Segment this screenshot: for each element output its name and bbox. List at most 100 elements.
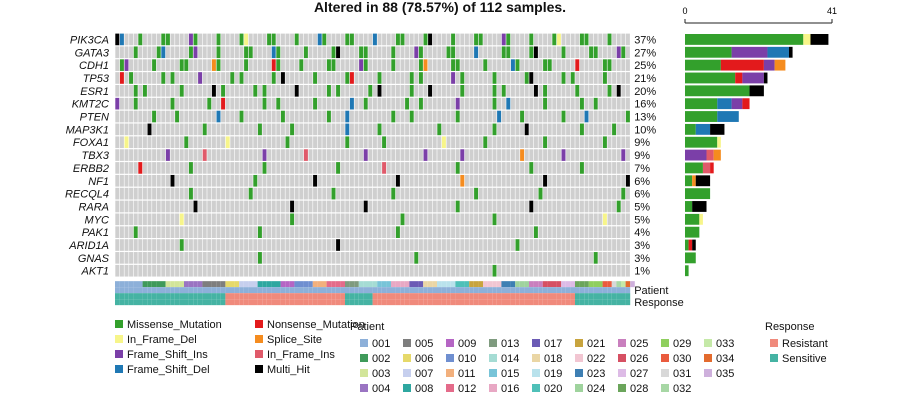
matrix-cell-empty (336, 187, 341, 200)
matrix-cell-empty (234, 97, 239, 110)
matrix-cell-empty (621, 97, 626, 110)
patient-annotation-cell (478, 281, 483, 288)
matrix-cell-empty (326, 174, 331, 187)
matrix-cell-empty (147, 264, 152, 277)
matrix-cell-empty (225, 123, 230, 136)
matrix-cell-empty (515, 33, 520, 46)
patient-legend-swatch (661, 369, 669, 377)
matrix-cell-empty (533, 149, 538, 161)
matrix-cell-empty (248, 97, 253, 110)
matrix-cell-empty (552, 85, 557, 97)
matrix-cell-empty (533, 200, 538, 213)
matrix-cell-empty (175, 97, 180, 110)
matrix-cell-empty (253, 33, 258, 46)
matrix-cell-empty (382, 149, 387, 161)
matrix-cell-empty (566, 97, 571, 110)
matrix-cell-empty (474, 239, 479, 251)
matrix-cell-empty (441, 85, 446, 97)
patient-annotation-cell (533, 281, 539, 288)
matrix-cell-empty (575, 187, 580, 200)
matrix-cell-empty (538, 46, 543, 59)
matrix-cell-empty (152, 239, 157, 251)
patient-annotation-cell (386, 281, 391, 288)
matrix-cell-empty (225, 239, 230, 251)
matrix-cell-empty (391, 264, 396, 277)
mutation-cell-missense-mutation (363, 46, 368, 59)
patient-annotation-cell (427, 287, 433, 294)
mutation-cell-multi-hit (529, 72, 534, 84)
matrix-cell-empty (257, 59, 262, 71)
matrix-cell-empty (589, 33, 594, 46)
mutation-cell-missense-mutation (455, 200, 460, 213)
matrix-cell-empty (280, 97, 285, 110)
matrix-cell-empty (510, 200, 515, 213)
matrix-cell-empty (326, 123, 331, 136)
matrix-cell-empty (198, 110, 203, 123)
matrix-cell-empty (354, 59, 359, 71)
matrix-cell-empty (322, 149, 327, 161)
matrix-cell-empty (405, 59, 410, 71)
matrix-cell-empty (262, 136, 267, 149)
patient-legend-swatch (360, 384, 368, 392)
matrix-cell-empty (354, 97, 359, 110)
patient-annotation-cell (552, 281, 557, 288)
gene-bar-segment-multi-hit (695, 175, 711, 187)
matrix-cell-empty (313, 136, 318, 149)
matrix-cell-empty (363, 110, 368, 123)
mutation-cell-in-frame-del (244, 33, 249, 46)
mutation-cell-in-frame-del (124, 136, 129, 149)
patient-annotation-cell (354, 281, 359, 288)
matrix-cell-empty (556, 187, 561, 200)
matrix-cell-empty (359, 72, 364, 84)
matrix-cell-empty (170, 123, 175, 136)
patient-legend-label: 019 (544, 368, 562, 380)
patient-annotation-cell (308, 287, 313, 294)
matrix-cell-empty (372, 59, 377, 71)
matrix-cell-empty (285, 264, 290, 277)
matrix-cell-empty (437, 162, 442, 174)
matrix-cell-empty (515, 264, 520, 277)
matrix-cell-empty (520, 200, 525, 213)
matrix-cell-empty (506, 226, 511, 238)
matrix-cell-empty (188, 110, 193, 123)
matrix-cell-empty (524, 162, 529, 174)
matrix-cell-empty (524, 264, 529, 277)
matrix-cell-empty (133, 252, 138, 264)
response-annotation-cell (115, 299, 120, 306)
matrix-cell-empty (129, 85, 134, 97)
gene-label-myc: MYC (85, 214, 110, 226)
matrix-cell-empty (147, 110, 152, 123)
matrix-cell-empty (469, 136, 474, 149)
matrix-cell-empty (395, 239, 400, 251)
matrix-cell-empty (211, 264, 216, 277)
matrix-cell-empty (538, 239, 543, 251)
matrix-cell-empty (589, 59, 594, 71)
patient-annotation-cell (326, 281, 332, 288)
matrix-cell-empty (497, 33, 502, 46)
matrix-cell-empty (598, 97, 603, 110)
matrix-cell-empty (175, 162, 180, 174)
mutation-cell-missense-mutation (262, 97, 267, 110)
matrix-cell-empty (625, 46, 630, 59)
matrix-cell-empty (267, 72, 272, 84)
matrix-cell-empty (239, 252, 244, 264)
matrix-cell-empty (570, 239, 575, 251)
matrix-cell-empty (607, 252, 612, 264)
matrix-cell-empty (230, 110, 235, 123)
matrix-cell-empty (487, 239, 492, 251)
matrix-cell-empty (317, 46, 322, 59)
matrix-cell-empty (271, 174, 276, 187)
patient-annotation-cell (170, 281, 175, 288)
matrix-cell-empty (446, 162, 451, 174)
patient-annotation-cell (280, 281, 286, 288)
matrix-cell-empty (340, 85, 345, 97)
matrix-cell-empty (520, 226, 525, 238)
matrix-cell-empty (510, 33, 515, 46)
matrix-cell-empty (377, 136, 382, 149)
matrix-cell-empty (437, 226, 442, 238)
matrix-cell-empty (115, 59, 120, 71)
matrix-cell-empty (184, 174, 189, 187)
matrix-cell-empty (478, 162, 483, 174)
matrix-cell-empty (221, 162, 226, 174)
matrix-cell-empty (294, 174, 299, 187)
